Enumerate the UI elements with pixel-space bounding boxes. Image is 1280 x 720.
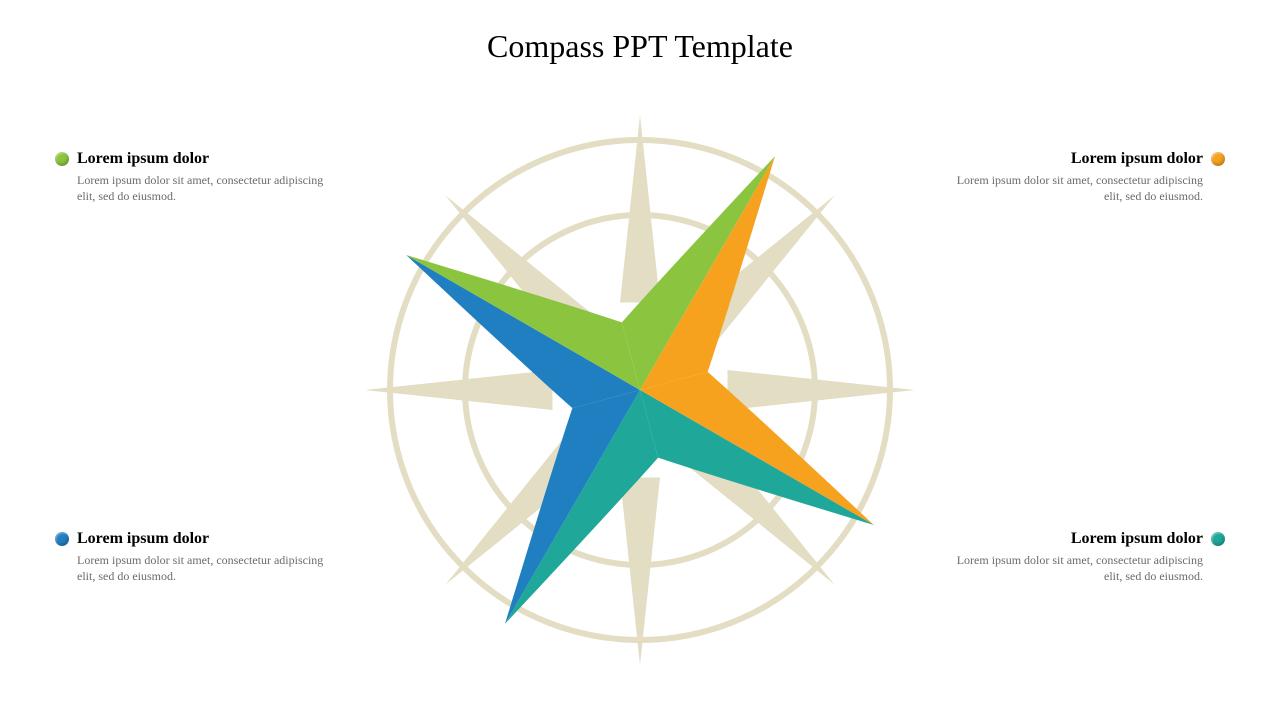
item-body: Lorem ipsum dolor sit amet, consectetur … bbox=[77, 172, 335, 204]
item-bottom-left: Lorem ipsum dolor Lorem ipsum dolor sit … bbox=[55, 530, 335, 584]
item-title: Lorem ipsum dolor bbox=[1071, 150, 1203, 168]
item-bottom-right: Lorem ipsum dolor Lorem ipsum dolor sit … bbox=[945, 530, 1225, 584]
compass-graphic bbox=[360, 110, 920, 670]
item-title: Lorem ipsum dolor bbox=[77, 150, 209, 168]
bullet-icon bbox=[1211, 532, 1225, 546]
item-top-left: Lorem ipsum dolor Lorem ipsum dolor sit … bbox=[55, 150, 335, 204]
item-title: Lorem ipsum dolor bbox=[77, 530, 209, 548]
bullet-icon bbox=[1211, 152, 1225, 166]
bullet-icon bbox=[55, 532, 69, 546]
item-body: Lorem ipsum dolor sit amet, consectetur … bbox=[945, 552, 1203, 584]
bullet-icon bbox=[55, 152, 69, 166]
item-body: Lorem ipsum dolor sit amet, consectetur … bbox=[945, 172, 1203, 204]
item-body: Lorem ipsum dolor sit amet, consectetur … bbox=[77, 552, 335, 584]
page-title: Compass PPT Template bbox=[487, 28, 793, 65]
item-top-right: Lorem ipsum dolor Lorem ipsum dolor sit … bbox=[945, 150, 1225, 204]
item-title: Lorem ipsum dolor bbox=[1071, 530, 1203, 548]
